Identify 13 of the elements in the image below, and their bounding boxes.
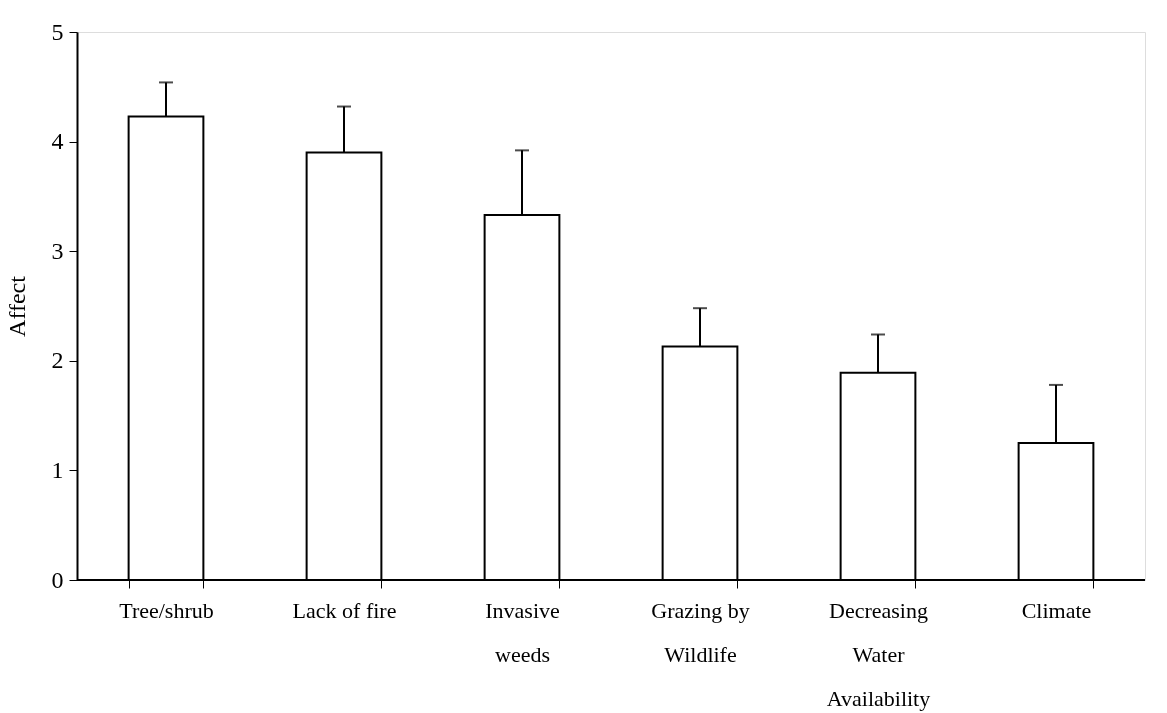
y-tick-label: 3 <box>51 237 64 264</box>
x-tick-label: Decreasing Water Availability <box>826 597 931 711</box>
x-tick-label: Tree/shrub <box>119 597 214 623</box>
x-tick-label: Lack of fire <box>292 597 397 623</box>
y-tick-label: 5 <box>51 18 64 45</box>
x-tick-label: Climate <box>1021 597 1092 623</box>
y-tick-label: 2 <box>51 347 64 374</box>
y-axis-title: Affect <box>3 275 30 337</box>
y-tick-label: 0 <box>51 566 64 593</box>
x-tick-label: Grazing by Wildlife <box>651 597 750 667</box>
y-tick-label: 4 <box>51 128 64 155</box>
y-tick-label: 1 <box>51 456 64 483</box>
x-tick-label: Invasive weeds <box>485 597 560 667</box>
